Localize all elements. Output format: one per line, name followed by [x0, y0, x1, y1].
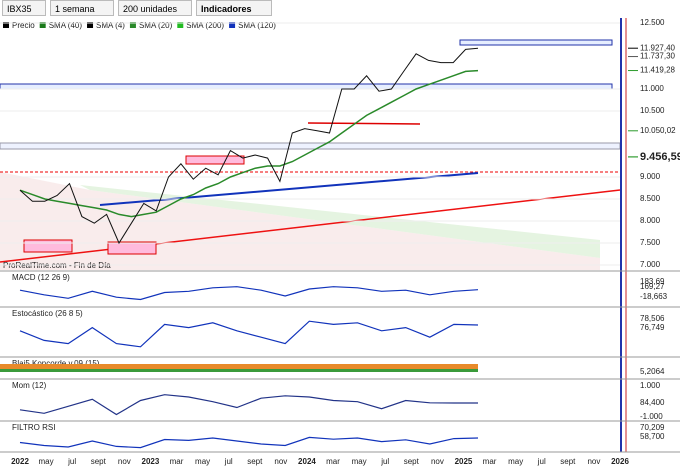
sma-line: [19, 69, 479, 218]
panel-label: 78,506: [640, 314, 665, 323]
legend-label: SMA (40): [49, 21, 83, 30]
symbol-select[interactable]: IBX35: [2, 0, 46, 16]
panel-label: 58,700: [640, 432, 665, 441]
box: [107, 241, 157, 255]
koncorde-band: [0, 364, 478, 372]
y-tick-label: 12.500: [640, 18, 665, 27]
stoch-line: [19, 320, 479, 348]
zone: [459, 39, 613, 46]
y-tick-label: 7.500: [640, 238, 661, 247]
y-tick-label: 8.500: [640, 194, 661, 203]
price-line: [19, 47, 479, 245]
legend-label: SMA (120): [238, 21, 276, 30]
period-select[interactable]: 1 semana: [50, 0, 114, 16]
y-tick-label: 8.000: [640, 216, 661, 225]
price-tag: 10.050,02: [640, 126, 676, 135]
indicators-button[interactable]: Indicadores: [196, 0, 272, 16]
koncorde-band: [0, 369, 478, 372]
watermark: ProRealTime.com - Fin de Día: [3, 261, 111, 270]
level: [307, 122, 421, 125]
x-tick-label: nov: [118, 457, 131, 466]
x-tick-label: may: [352, 457, 367, 466]
price-tag: 9.456,59: [640, 151, 680, 163]
mom-line: [19, 394, 478, 416]
x-tick-label: sept: [91, 457, 107, 466]
zone: [0, 83, 613, 90]
x-tick-label: may: [508, 457, 523, 466]
panel-label: -18,663: [640, 292, 668, 301]
x-tick-label: nov: [587, 457, 600, 466]
panel-label: 169,27: [640, 282, 665, 291]
x-tick-label: 2025: [455, 457, 473, 466]
panel-label: -1.000: [640, 412, 663, 421]
price-tag: 11.419,28: [640, 66, 676, 75]
panel-label: 84,400: [640, 398, 665, 407]
price-tag: 11.737,30: [640, 52, 676, 61]
legend-swatch: [229, 22, 236, 28]
legend-swatch: [39, 22, 46, 28]
trendline: [0, 189, 621, 263]
legend-label: Precio: [12, 21, 35, 30]
x-tick-label: nov: [274, 457, 287, 466]
panel-label: 183,69: [640, 277, 665, 286]
x-tick-label: 2023: [142, 457, 160, 466]
price-tag: 11.927,40: [640, 43, 676, 52]
x-tick-label: sept: [404, 457, 420, 466]
y-tick-label: 10.500: [640, 106, 665, 115]
x-tick-label: mar: [326, 457, 340, 466]
legend-swatch: [3, 22, 9, 28]
legend-label: SMA (200): [186, 21, 224, 30]
macd-line: [19, 286, 479, 301]
panel-title: Mom (12): [12, 381, 47, 390]
legend-label: SMA (20): [139, 21, 173, 30]
x-tick-label: jul: [537, 457, 546, 466]
x-tick-label: mar: [483, 457, 497, 466]
legend-swatch: [129, 22, 136, 28]
x-tick-label: jul: [224, 457, 233, 466]
x-tick-label: 2022: [11, 457, 29, 466]
legend-label: SMA (4): [96, 21, 125, 30]
y-tick-label: 11.000: [640, 84, 664, 93]
legend-swatch: [87, 22, 94, 28]
panel-title: Blai5 Koncorde v.09 (15): [12, 359, 100, 368]
zone: [0, 142, 621, 150]
x-tick-label: 2026: [611, 457, 629, 466]
y-tick-label: 9.000: [640, 172, 661, 181]
legend-swatch: [177, 22, 184, 28]
x-tick-label: jul: [380, 457, 389, 466]
units-select[interactable]: 200 unidades: [118, 0, 192, 16]
x-tick-label: mar: [170, 457, 184, 466]
box: [23, 239, 73, 253]
box: [185, 155, 245, 165]
rsi-line: [19, 436, 479, 449]
panel-label: 5,2064: [640, 367, 665, 376]
x-tick-label: sept: [560, 457, 576, 466]
y-tick-label: 7.000: [640, 260, 661, 269]
panel-label: 76,749: [640, 323, 665, 332]
panel-label: 70,209: [640, 423, 665, 432]
x-tick-label: may: [39, 457, 54, 466]
panel-title: Estocástico (26 8 5): [12, 309, 83, 318]
panel-title: FILTRO RSI: [12, 423, 55, 432]
x-tick-label: 2024: [298, 457, 316, 466]
trendline: [99, 172, 479, 206]
x-tick-label: sept: [247, 457, 263, 466]
x-tick-label: may: [195, 457, 210, 466]
x-tick-label: jul: [67, 457, 76, 466]
panel-title: MACD (12 26 9): [12, 273, 70, 282]
panel-label: 1.000: [640, 381, 661, 390]
x-tick-label: nov: [431, 457, 444, 466]
